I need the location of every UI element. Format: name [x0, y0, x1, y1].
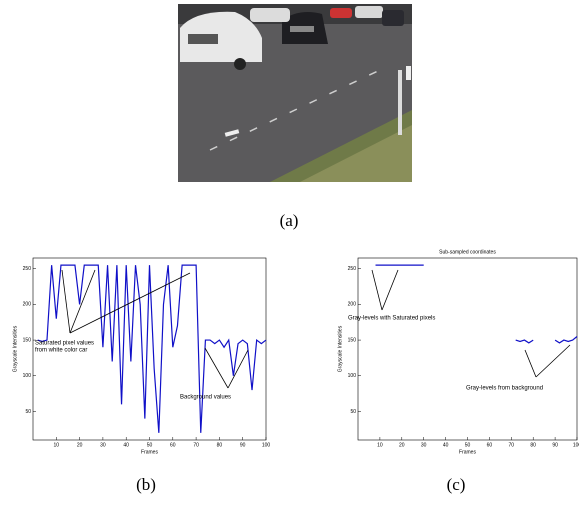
annotation-arrow	[524, 349, 537, 378]
annotation-arrow	[535, 344, 571, 378]
y-axis-label: Grayscale Intensities	[12, 325, 18, 372]
plot-frame	[357, 257, 578, 441]
x-tick-label: 40	[123, 442, 129, 448]
photo-caption: (a)	[280, 211, 299, 230]
x-tick-label: 90	[552, 442, 558, 448]
annotation-arrow	[381, 269, 399, 311]
x-tick-label: 30	[421, 442, 427, 448]
y-tick-label: 150	[348, 337, 357, 343]
x-axis-label: Frames	[459, 449, 476, 455]
y-tick-label: 50	[350, 409, 356, 415]
x-tick-label: 50	[465, 442, 471, 448]
x-axis-label: Frames	[141, 449, 158, 455]
y-tick-label: 200	[348, 302, 357, 308]
photo	[178, 4, 412, 182]
y-tick-label: 100	[348, 373, 357, 379]
annotation-arrow	[61, 269, 71, 334]
x-tick-label: 100	[262, 442, 271, 448]
annotation: from white color car	[35, 348, 87, 354]
x-tick-label: 90	[240, 442, 246, 448]
data-line	[37, 264, 267, 433]
annotation-arrow	[227, 349, 249, 389]
x-tick-label: 60	[170, 442, 176, 448]
y-tick-label: 150	[23, 337, 32, 343]
x-tick-label: 40	[443, 442, 449, 448]
data-line	[375, 264, 578, 344]
x-tick-label: 50	[147, 442, 153, 448]
y-tick-label: 250	[348, 266, 357, 272]
x-tick-label: 20	[399, 442, 405, 448]
chart-caption: (b)	[136, 475, 156, 494]
x-tick-label: 100	[573, 442, 579, 448]
annotation-arrow	[69, 272, 191, 334]
x-tick-label: 10	[377, 442, 383, 448]
y-tick-label: 200	[23, 302, 32, 308]
chart-caption: (c)	[447, 475, 466, 494]
x-tick-label: 70	[193, 442, 199, 448]
x-tick-label: 80	[217, 442, 223, 448]
x-tick-label: 60	[487, 442, 493, 448]
x-tick-label: 10	[54, 442, 60, 448]
y-tick-label: 50	[25, 409, 31, 415]
annotation-arrow	[204, 347, 229, 389]
annotation: Gray-levels from background	[466, 386, 543, 392]
y-tick-label: 250	[23, 266, 32, 272]
x-tick-label: 20	[77, 442, 83, 448]
annotation: Background values	[180, 395, 231, 401]
y-axis-label: Grayscale Intensities	[337, 325, 343, 372]
annotation-arrow	[69, 269, 96, 334]
x-tick-label: 30	[100, 442, 106, 448]
chart-title: Sub-sampled coordinates	[439, 249, 496, 255]
x-tick-label: 80	[530, 442, 536, 448]
annotation-arrow	[371, 269, 383, 311]
annotation: Gray-levels with Saturated pixels	[348, 316, 435, 322]
x-tick-label: 70	[509, 442, 515, 448]
annotation: Saturated pixel values	[35, 341, 94, 347]
y-tick-label: 100	[23, 373, 32, 379]
